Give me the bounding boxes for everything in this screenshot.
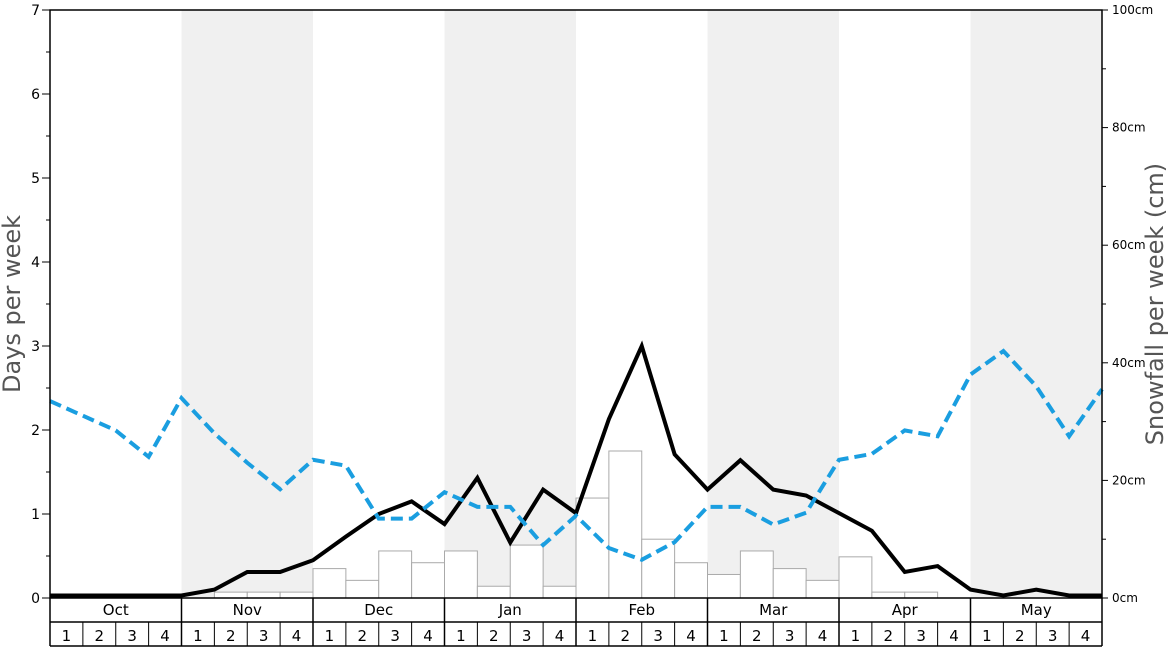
- week-label: 1: [719, 627, 729, 645]
- left-tick-label: 4: [31, 255, 40, 271]
- month-axis: Oct 1 2 3 4 Nov 1 2 3 4 Dec 1 2 3 4 Jan 1 2 3 4 Feb 1 2 3 4 Mar 1 2…: [49, 598, 1103, 647]
- week-label: 4: [949, 627, 959, 645]
- snowfall-bar: [772, 568, 807, 599]
- week-label: 1: [456, 627, 466, 645]
- month-band-jan: [444, 10, 576, 598]
- week-label: 3: [522, 627, 532, 645]
- left-tick-label: 3: [31, 339, 40, 355]
- week-label: 2: [489, 627, 499, 645]
- snowfall-bar: [246, 591, 281, 599]
- snowfall-bar: [542, 585, 577, 599]
- month-label: Feb: [628, 601, 655, 619]
- right-tick-label: 20cm: [1112, 473, 1146, 487]
- left-tick-label: 7: [31, 3, 40, 19]
- snowfall-bar: [279, 591, 314, 599]
- left-axis-title: Days per week: [0, 215, 26, 393]
- snowfall-bar: [378, 550, 413, 599]
- month-band-may: [970, 10, 1102, 598]
- month-band-nov: [181, 10, 313, 598]
- snowfall-bar: [805, 579, 840, 599]
- week-label: 3: [916, 627, 926, 645]
- week-label: 2: [752, 627, 762, 645]
- snowfall-bars: [213, 450, 939, 599]
- left-tick-label: 6: [31, 87, 40, 103]
- right-tick-label: 0cm: [1112, 591, 1138, 605]
- snowfall-bar: [904, 591, 939, 599]
- week-label: 1: [982, 627, 992, 645]
- week-label: 2: [226, 627, 236, 645]
- week-label: 2: [884, 627, 894, 645]
- week-label: 2: [95, 627, 105, 645]
- week-label: 4: [818, 627, 828, 645]
- snowfall-probability-line: [49, 348, 1104, 562]
- data-lines: [49, 340, 1104, 598]
- week-label: 3: [653, 627, 663, 645]
- left-tick-label: 1: [31, 507, 40, 523]
- week-label: 1: [588, 627, 598, 645]
- month-label: Apr: [892, 601, 919, 619]
- week-label: 3: [259, 627, 269, 645]
- snowfall-bar: [608, 450, 643, 599]
- right-axis-title: Snowfall per week (cm): [1141, 163, 1168, 445]
- snowfall-bar: [509, 544, 544, 599]
- month-label: Mar: [759, 601, 788, 619]
- snowfall-bar: [575, 497, 610, 599]
- right-tick-label: 60cm: [1112, 238, 1146, 252]
- month-label: Dec: [364, 601, 393, 619]
- week-label: 3: [1048, 627, 1058, 645]
- month-label: May: [1021, 601, 1052, 619]
- snowfall-bar: [838, 556, 873, 599]
- week-label: 4: [1081, 627, 1091, 645]
- snowfall-bar: [641, 538, 676, 599]
- snowfall-bar: [345, 579, 380, 599]
- week-label: 2: [358, 627, 368, 645]
- right-tick-label: 100cm: [1112, 3, 1153, 17]
- month-label: Nov: [233, 601, 262, 619]
- right-tick-label: 80cm: [1112, 121, 1146, 135]
- month-label: Oct: [103, 601, 129, 619]
- snowfall-bar: [213, 591, 248, 599]
- snowfall-bar: [674, 562, 708, 599]
- week-label: 1: [851, 627, 861, 645]
- snowfall-bar: [444, 550, 478, 599]
- week-label: 2: [621, 627, 631, 645]
- week-label: 4: [686, 627, 696, 645]
- week-label: 1: [62, 627, 72, 645]
- week-label: 4: [555, 627, 565, 645]
- week-label: 2: [1015, 627, 1025, 645]
- week-label: 3: [127, 627, 137, 645]
- week-label: 1: [325, 627, 335, 645]
- left-tick-label: 0: [31, 591, 40, 607]
- week-label: 3: [785, 627, 795, 645]
- axes: 0 1 2 3 4 5 6 7 0cm 20cm 40cm 60cm 80cm 100cm: [31, 3, 1153, 607]
- snowfall-bar: [739, 550, 774, 599]
- left-tick-label: 2: [31, 423, 40, 439]
- snowfall-bar: [411, 562, 445, 599]
- snowfall-bar: [707, 573, 741, 599]
- week-label: 3: [390, 627, 400, 645]
- week-label: 4: [160, 627, 170, 645]
- left-tick-label: 5: [31, 171, 40, 187]
- week-label: 4: [292, 627, 302, 645]
- month-band-mar: [707, 10, 839, 598]
- snowfall-bar: [312, 568, 347, 599]
- week-label: 4: [423, 627, 433, 645]
- right-tick-label: 40cm: [1112, 356, 1146, 370]
- week-label: 1: [193, 627, 203, 645]
- month-label: Jan: [498, 601, 522, 619]
- snowfall-bar: [476, 585, 511, 599]
- month-bands: [181, 10, 1102, 598]
- snowfall-bar: [871, 591, 906, 599]
